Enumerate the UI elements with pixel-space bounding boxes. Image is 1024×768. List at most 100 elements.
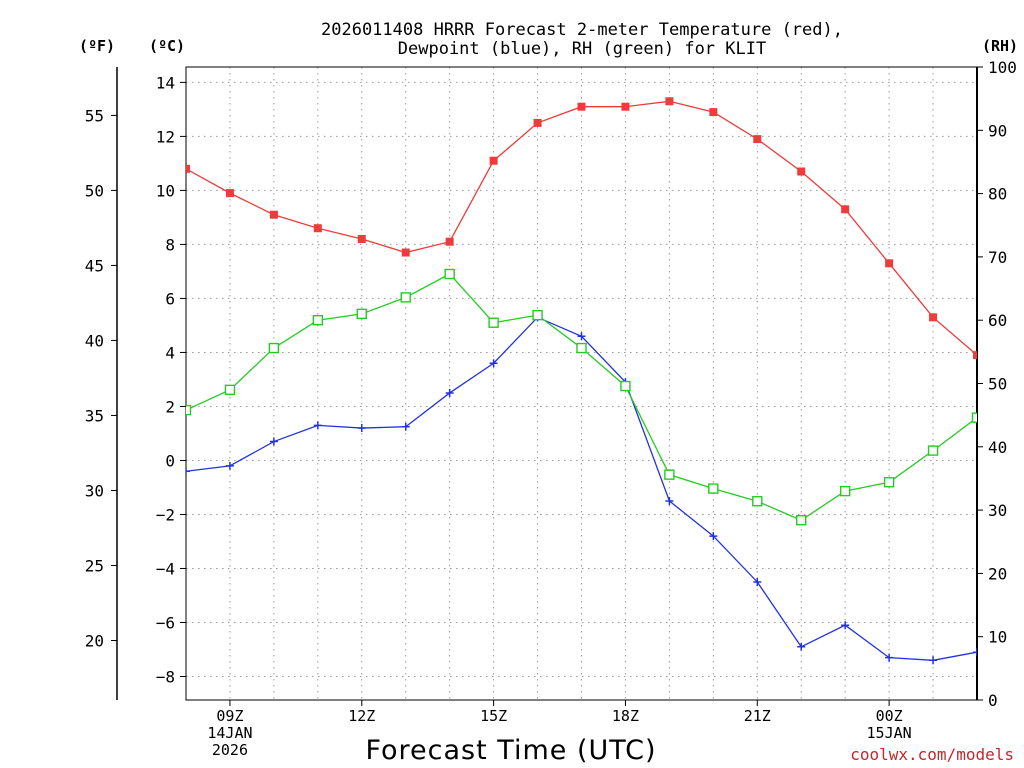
temperature-point bbox=[313, 224, 322, 233]
rh-point bbox=[664, 469, 675, 480]
chart-title-line1: 2026011408 HRRR Forecast 2-meter Tempera… bbox=[321, 20, 843, 40]
fahrenheit-axis-unit: (ºF) bbox=[79, 37, 115, 55]
dewpoint-series bbox=[186, 313, 977, 665]
temperature-point bbox=[973, 351, 977, 360]
dewpoint-point bbox=[225, 461, 234, 470]
temperature-point bbox=[225, 189, 234, 198]
celsius-tick-label: 12 bbox=[156, 127, 175, 146]
dewpoint-point bbox=[186, 467, 190, 476]
rh-point bbox=[400, 292, 411, 303]
celsius-tick-label: 6 bbox=[165, 289, 175, 308]
dewpoint-point bbox=[885, 653, 894, 662]
x-tick-label: 15JAN bbox=[867, 724, 912, 742]
dewpoint-point bbox=[577, 332, 586, 341]
rh-point bbox=[576, 342, 587, 354]
fahrenheit-tick-label: 30 bbox=[85, 481, 104, 500]
axes bbox=[116, 66, 978, 701]
rh-point bbox=[186, 404, 192, 416]
grid-lines bbox=[186, 67, 977, 700]
rh-point bbox=[532, 309, 543, 321]
rh-tick-label: 70 bbox=[988, 248, 1007, 267]
dewpoint-point bbox=[841, 621, 850, 630]
celsius-tick-label: −8 bbox=[156, 667, 175, 686]
celsius-tick-label: −2 bbox=[156, 505, 175, 524]
rh-tick-label: 90 bbox=[988, 121, 1007, 140]
temperature-series bbox=[186, 97, 977, 360]
temperature-point bbox=[665, 97, 674, 106]
x-tick-label: 09Z bbox=[216, 707, 243, 725]
plot-frame bbox=[185, 66, 978, 701]
dewpoint-point bbox=[973, 648, 977, 657]
temperature-point bbox=[577, 102, 586, 111]
dewpoint-point bbox=[401, 422, 410, 431]
rh-tick-label: 100 bbox=[988, 58, 1017, 77]
x-tick-label: 12Z bbox=[348, 707, 375, 725]
temperature-point bbox=[929, 313, 938, 322]
rh-point bbox=[752, 496, 763, 507]
fahrenheit-tick-label: 45 bbox=[85, 256, 104, 275]
rh-point bbox=[268, 342, 280, 354]
temperature-point bbox=[401, 248, 410, 257]
celsius-tick-label: 10 bbox=[156, 181, 175, 200]
temperature-point bbox=[753, 135, 762, 144]
rh-series bbox=[186, 268, 977, 526]
rh-tick-label: 50 bbox=[988, 375, 1007, 394]
rh-point bbox=[620, 380, 631, 392]
axis-ticks: −8 −6 −4 −2 0 2 4 6 8 10 12 14 20 25 30 35 40 45 50 55 0 10 20… bbox=[85, 58, 1017, 759]
rh-tick-label: 10 bbox=[988, 628, 1007, 647]
x-axis-label: Forecast Time (UTC) bbox=[365, 735, 656, 766]
x-tick-label: 00Z bbox=[876, 707, 903, 725]
rh-point bbox=[444, 268, 455, 280]
dewpoint-point bbox=[269, 437, 278, 446]
rh-point bbox=[312, 315, 324, 326]
fahrenheit-tick-label: 20 bbox=[85, 631, 104, 650]
temperature-point bbox=[885, 259, 894, 268]
rh-axis-unit: (RH) bbox=[982, 37, 1018, 55]
x-tick-label: 2026 bbox=[212, 741, 248, 759]
celsius-tick-label: −4 bbox=[156, 559, 175, 578]
celsius-tick-label: 4 bbox=[165, 343, 175, 362]
temperature-point bbox=[841, 205, 850, 214]
rh-tick-label: 20 bbox=[988, 564, 1007, 583]
x-tick-label: 14JAN bbox=[207, 724, 252, 742]
fahrenheit-tick-label: 55 bbox=[85, 106, 104, 125]
rh-point bbox=[708, 483, 719, 494]
celsius-tick-label: −6 bbox=[156, 613, 175, 632]
temperature-point bbox=[269, 210, 278, 219]
temperature-point bbox=[445, 237, 454, 246]
rh-point bbox=[971, 412, 977, 423]
temperature-point bbox=[357, 235, 366, 244]
x-tick-label: 15Z bbox=[480, 707, 507, 725]
dewpoint-point bbox=[313, 421, 322, 430]
rh-point bbox=[927, 445, 939, 456]
series-layer bbox=[186, 97, 977, 665]
dewpoint-point bbox=[709, 532, 718, 541]
temperature-point bbox=[489, 156, 498, 165]
fahrenheit-tick-label: 50 bbox=[85, 181, 104, 200]
dewpoint-point bbox=[357, 424, 366, 433]
dewpoint-point bbox=[929, 656, 938, 665]
temperature-point bbox=[186, 164, 190, 173]
rh-point bbox=[796, 515, 807, 526]
dewpoint-point bbox=[665, 496, 674, 505]
dewpoint-point bbox=[489, 359, 498, 368]
temperature-point bbox=[797, 167, 806, 176]
fahrenheit-tick-label: 25 bbox=[85, 556, 104, 575]
fahrenheit-tick-label: 40 bbox=[85, 331, 104, 350]
rh-tick-label: 60 bbox=[988, 311, 1007, 330]
celsius-tick-label: 0 bbox=[165, 451, 175, 470]
rh-tick-label: 80 bbox=[988, 185, 1007, 204]
fahrenheit-tick-label: 35 bbox=[85, 406, 104, 425]
celsius-tick-label: 8 bbox=[165, 235, 175, 254]
rh-point bbox=[488, 317, 499, 328]
temperature-point bbox=[709, 108, 718, 117]
rh-point bbox=[356, 308, 367, 320]
dewpoint-point bbox=[753, 577, 762, 586]
celsius-tick-label: 14 bbox=[156, 73, 175, 92]
rh-point bbox=[224, 384, 236, 396]
rh-point bbox=[839, 485, 851, 497]
rh-tick-label: 30 bbox=[988, 501, 1007, 520]
celsius-tick-label: 2 bbox=[165, 397, 175, 416]
x-tick-label: 18Z bbox=[612, 707, 639, 725]
